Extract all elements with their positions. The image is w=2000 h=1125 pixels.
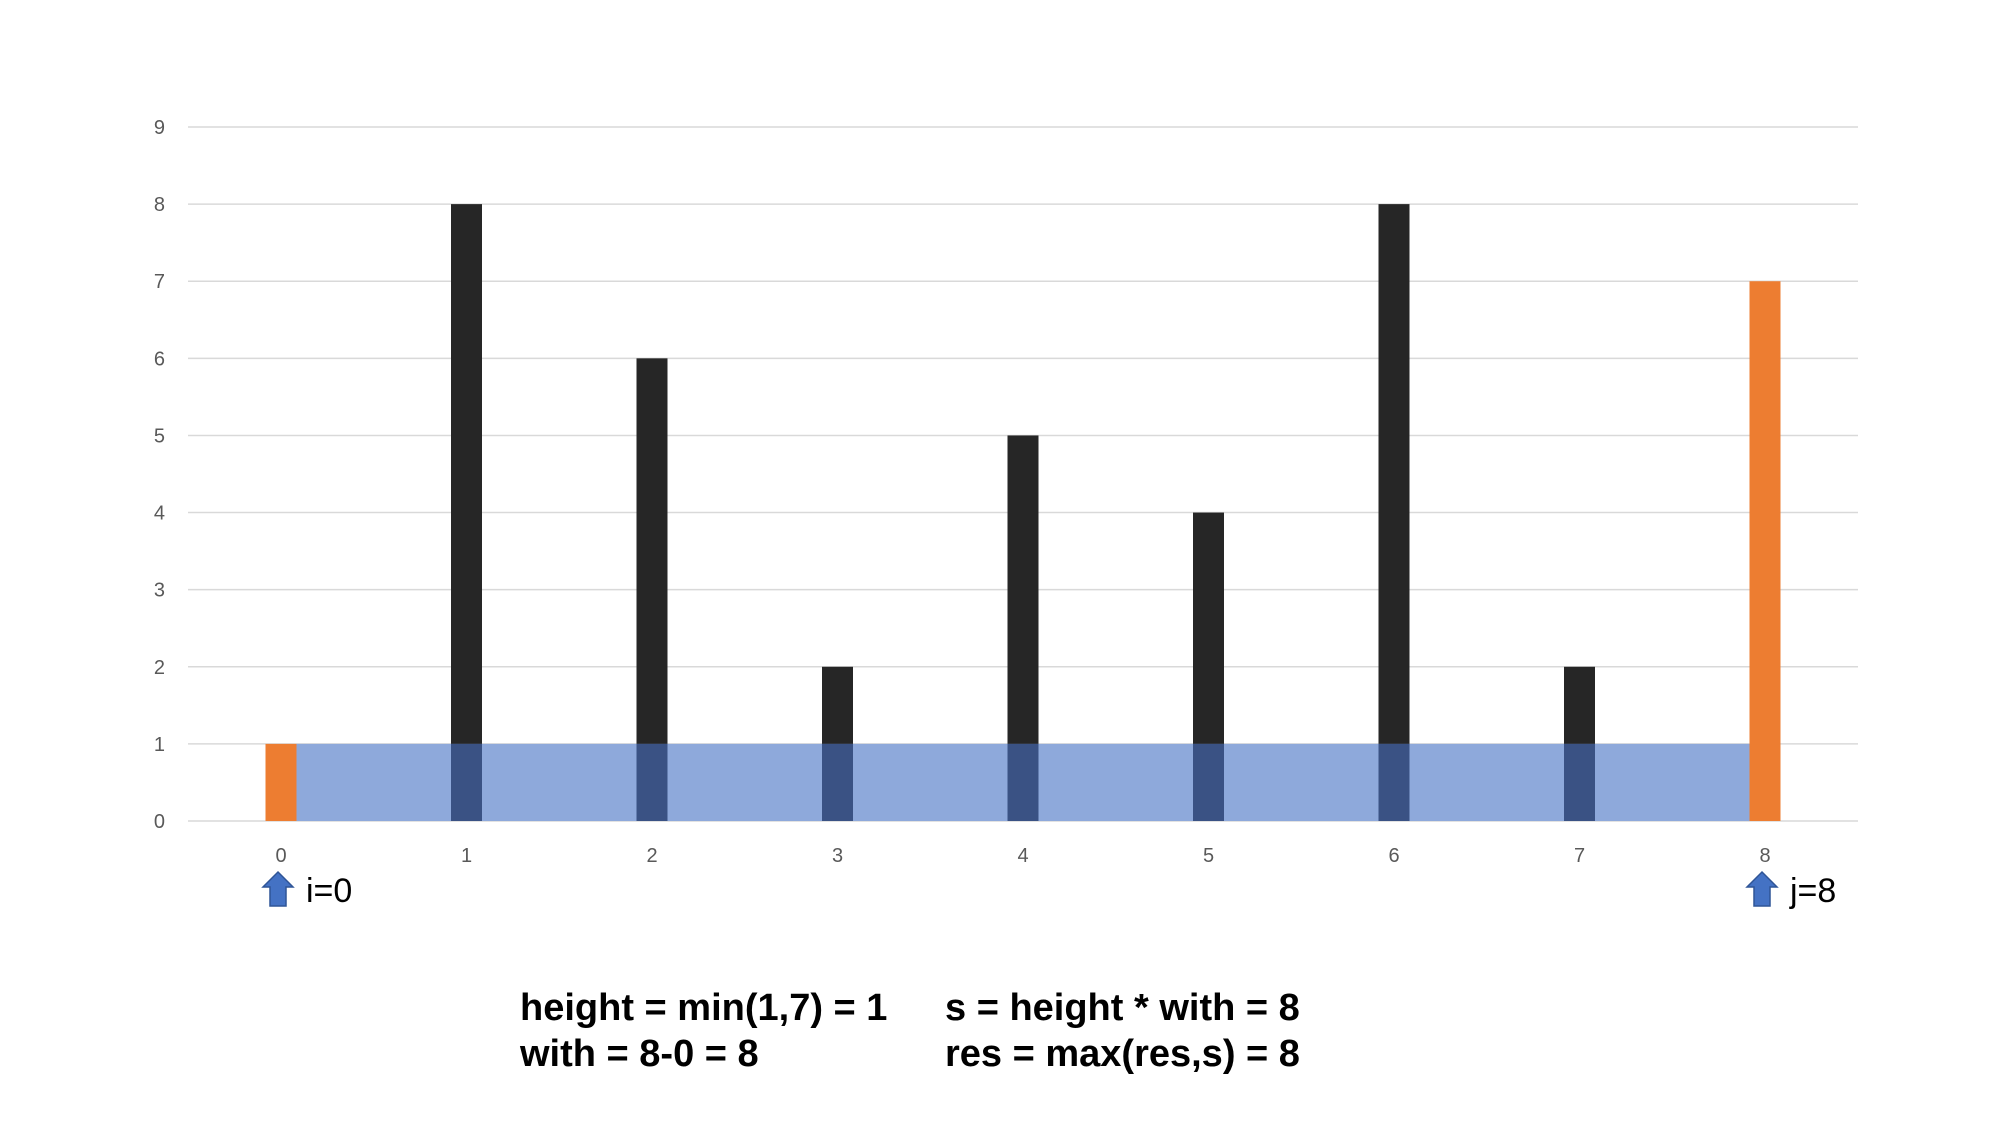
water-area: [296, 743, 1750, 821]
area-formula: s = height * with = 8: [945, 987, 1300, 1029]
y-tick-label: 7: [154, 271, 165, 293]
x-tick-label: 4: [1017, 845, 1028, 867]
submerged-bar-segment: [1564, 743, 1595, 821]
submerged-bar-segment: [1378, 743, 1410, 821]
x-tick-label: 1: [461, 845, 472, 867]
x-axis-ticks: 0 1 2 3 4 5 6 7 8: [275, 845, 1770, 867]
result-formula: res = max(res,s) = 8: [945, 1033, 1300, 1075]
submerged-bar-segment: [636, 743, 668, 821]
y-tick-label: 5: [154, 425, 165, 447]
pointer-label: j=8: [1789, 872, 1836, 910]
submerged-bar-segment: [1007, 743, 1039, 821]
x-tick-label: 5: [1203, 845, 1214, 867]
x-tick-label: 6: [1388, 845, 1399, 867]
up-arrow-icon: [1745, 870, 1779, 907]
formula-left-column: height = min(1,7) = 1 with = 8-0 = 8: [520, 985, 887, 1077]
y-tick-label: 8: [154, 194, 165, 216]
y-tick-label: 0: [154, 811, 165, 833]
submerged-bar-segment: [1193, 743, 1224, 821]
bar: [451, 204, 482, 822]
y-axis-ticks: 0 1 2 3 4 5 6 7 8 9: [154, 117, 165, 833]
y-tick-label: 9: [154, 117, 165, 139]
x-tick-label: 8: [1759, 845, 1770, 867]
y-tick-label: 3: [154, 580, 165, 602]
width-formula: with = 8-0 = 8: [520, 1033, 759, 1075]
bar: [1378, 204, 1410, 822]
submerged-bar-segment: [451, 743, 482, 821]
highlighted-bar: [1749, 281, 1781, 821]
x-tick-label: 0: [275, 845, 286, 867]
x-tick-label: 2: [646, 845, 657, 867]
up-arrow-icon: [261, 870, 295, 907]
y-tick-label: 4: [154, 503, 165, 525]
submerged-bar-segment: [822, 743, 853, 821]
x-tick-label: 7: [1574, 845, 1585, 867]
x-tick-label: 3: [832, 845, 843, 867]
y-tick-label: 1: [154, 734, 165, 756]
pointer-label: i=0: [306, 872, 352, 910]
y-tick-label: 6: [154, 348, 165, 370]
highlighted-bar: [265, 743, 297, 821]
y-tick-label: 2: [154, 657, 165, 679]
pointers: i=0 j=8: [261, 870, 1836, 910]
formula-right-column: s = height * with = 8 res = max(res,s) =…: [945, 985, 1300, 1077]
height-formula: height = min(1,7) = 1: [520, 987, 888, 1029]
